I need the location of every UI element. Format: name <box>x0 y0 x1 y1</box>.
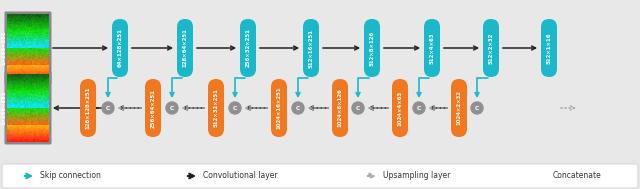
Text: C: C <box>417 105 421 111</box>
Text: 256×32×251: 256×32×251 <box>246 29 250 67</box>
Text: C: C <box>106 105 110 111</box>
Circle shape <box>352 102 364 114</box>
Text: 1024×2×32: 1024×2×32 <box>456 91 461 125</box>
FancyBboxPatch shape <box>177 19 193 77</box>
Text: C: C <box>170 105 174 111</box>
Circle shape <box>413 102 425 114</box>
Text: C: C <box>475 105 479 111</box>
Text: Convolutional layer: Convolutional layer <box>203 171 278 180</box>
Text: 256×64×251: 256×64×251 <box>150 88 156 128</box>
FancyBboxPatch shape <box>451 79 467 137</box>
Text: Upsampling layer: Upsampling layer <box>383 171 451 180</box>
FancyBboxPatch shape <box>541 19 557 77</box>
Text: 1×256×251: 1×256×251 <box>1 31 6 65</box>
Text: 1024×16×251: 1024×16×251 <box>276 87 282 129</box>
FancyBboxPatch shape <box>271 79 287 137</box>
FancyBboxPatch shape <box>424 19 440 77</box>
FancyBboxPatch shape <box>392 79 408 137</box>
FancyBboxPatch shape <box>112 19 128 77</box>
FancyBboxPatch shape <box>80 79 96 137</box>
Text: 64×128×251: 64×128×251 <box>118 29 122 67</box>
Text: 512×32×251: 512×32×251 <box>214 89 218 127</box>
Text: 512×8×126: 512×8×126 <box>369 30 374 66</box>
Text: 128×64×251: 128×64×251 <box>182 29 188 67</box>
FancyBboxPatch shape <box>145 79 161 137</box>
FancyBboxPatch shape <box>208 79 224 137</box>
Text: C: C <box>539 174 543 178</box>
FancyBboxPatch shape <box>303 19 319 77</box>
Circle shape <box>471 102 483 114</box>
FancyBboxPatch shape <box>2 164 638 188</box>
Text: 512×1×16: 512×1×16 <box>547 32 552 64</box>
Circle shape <box>166 102 178 114</box>
FancyBboxPatch shape <box>240 19 256 77</box>
FancyBboxPatch shape <box>332 79 348 137</box>
Circle shape <box>102 102 114 114</box>
Text: Concatenate: Concatenate <box>553 171 602 180</box>
Circle shape <box>229 102 241 114</box>
Text: 1024×4×63: 1024×4×63 <box>397 91 403 125</box>
FancyBboxPatch shape <box>4 71 51 145</box>
Text: Skip connection: Skip connection <box>40 171 101 180</box>
FancyBboxPatch shape <box>364 19 380 77</box>
FancyBboxPatch shape <box>4 12 51 84</box>
Text: 1×256×251: 1×256×251 <box>1 91 6 125</box>
Text: C: C <box>356 105 360 111</box>
Text: 1024×8×126: 1024×8×126 <box>337 89 342 127</box>
Text: 512×16×251: 512×16×251 <box>308 29 314 67</box>
Text: 128×128×251: 128×128×251 <box>86 87 90 129</box>
Text: 512×2×32: 512×2×32 <box>488 32 493 64</box>
FancyBboxPatch shape <box>483 19 499 77</box>
Text: 512×4×63: 512×4×63 <box>429 32 435 64</box>
Text: C: C <box>296 105 300 111</box>
Text: C: C <box>233 105 237 111</box>
Circle shape <box>292 102 304 114</box>
Circle shape <box>536 170 547 181</box>
